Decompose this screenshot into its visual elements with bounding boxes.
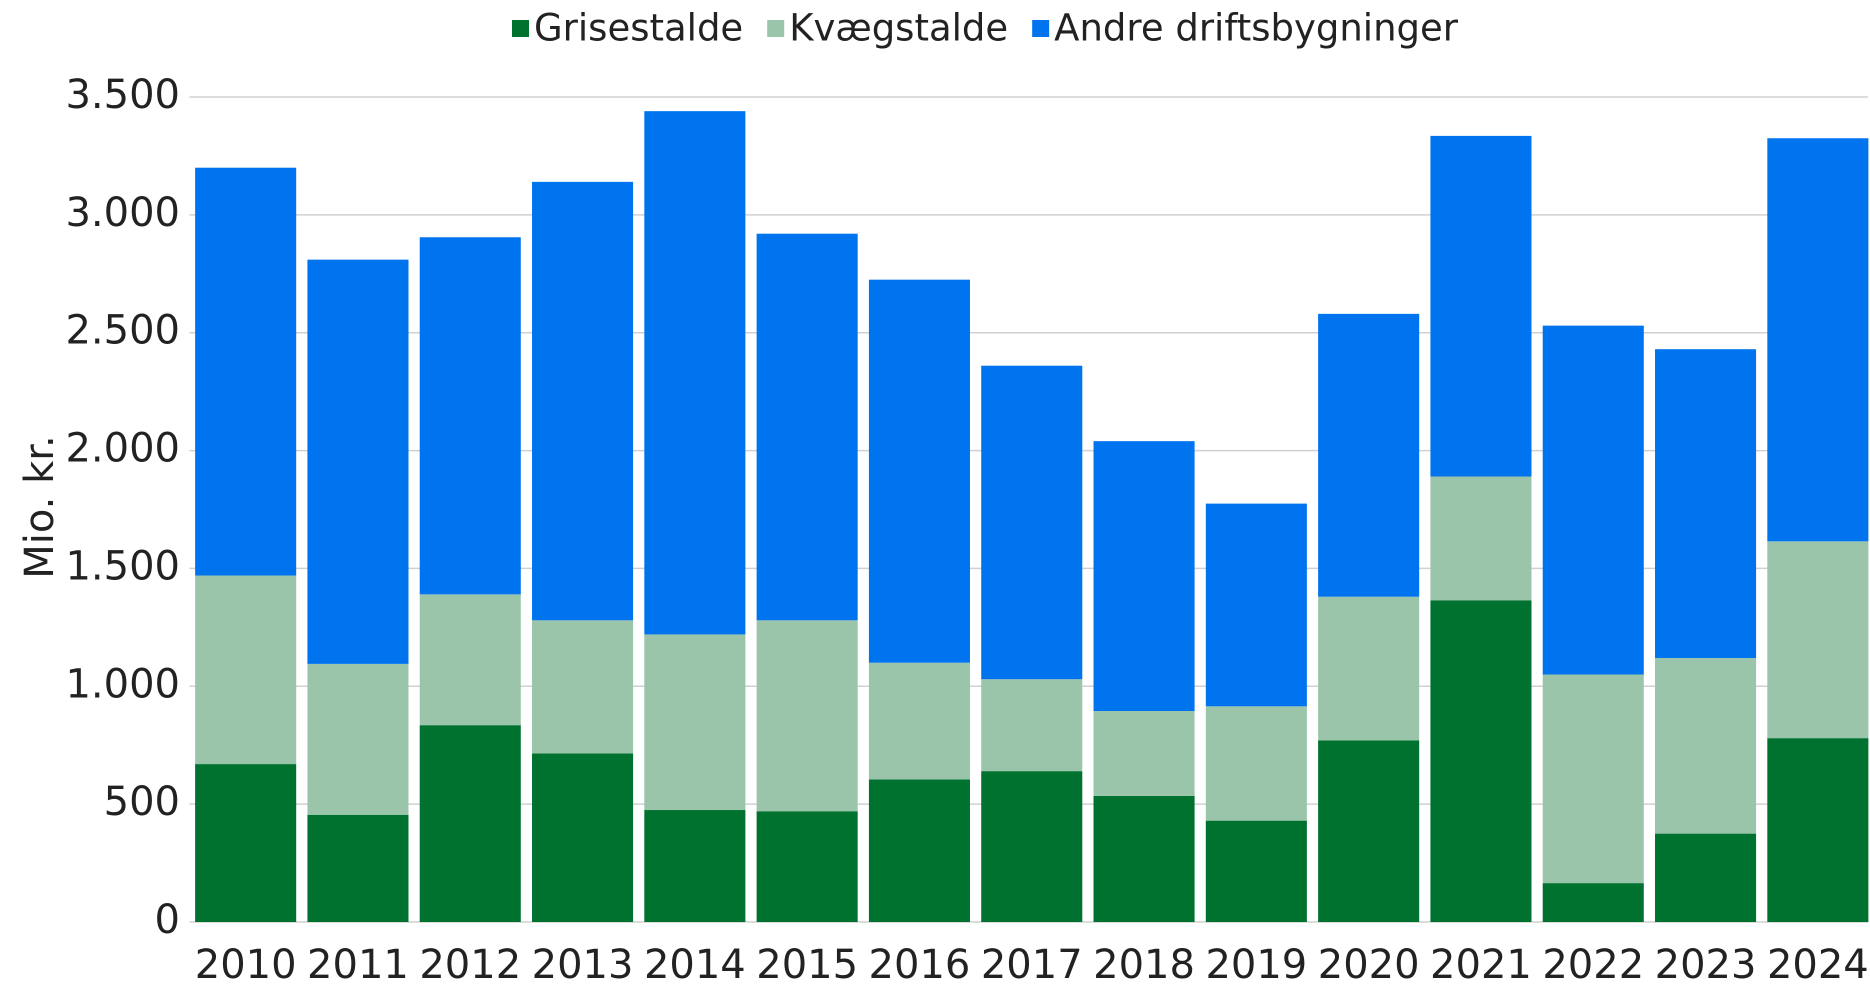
bar-segment [756, 811, 858, 922]
bar-segment [868, 662, 970, 780]
bar-segment [1093, 441, 1195, 712]
x-tick-label: 2021 [1430, 942, 1532, 986]
y-tick-label: 500 [104, 779, 180, 825]
y-tick-label: 2.000 [65, 426, 180, 472]
x-tick-label: 2019 [1205, 942, 1307, 986]
bar-segment [307, 259, 409, 664]
bar-segment [756, 620, 858, 812]
bar-segment [644, 810, 746, 922]
y-tick-label: 1.000 [65, 661, 180, 707]
y-tick-label: 1.500 [65, 543, 180, 589]
bar-segment [1767, 138, 1869, 542]
bar-segment [1093, 795, 1195, 922]
bar-segment [307, 814, 409, 922]
bar-segment [1205, 706, 1307, 821]
bar-segment [644, 634, 746, 811]
legend-swatch [512, 20, 529, 37]
bar-segment [1430, 135, 1532, 477]
x-tick-label: 2016 [869, 942, 971, 986]
bar-segment [868, 279, 970, 663]
bar-segment [1318, 313, 1420, 597]
bar-segment [1318, 596, 1420, 741]
x-tick-label: 2022 [1542, 942, 1644, 986]
bar-segment [1430, 476, 1532, 601]
x-tick-label: 2010 [195, 942, 297, 986]
x-tick-label: 2017 [981, 942, 1083, 986]
x-tick-label: 2024 [1767, 942, 1869, 986]
bar-segment [981, 771, 1083, 922]
bar-segment [195, 764, 297, 922]
bar-segment [1430, 600, 1532, 922]
bar-segment [532, 753, 634, 922]
y-tick-label: 3.500 [65, 72, 180, 118]
x-tick-label: 2015 [756, 942, 858, 986]
bar-segment [419, 725, 521, 922]
y-axis-label: Mio. kr. [17, 435, 63, 578]
y-tick-label: 2.500 [65, 308, 180, 354]
bar-segment [1767, 541, 1869, 739]
bar-segment [1767, 738, 1869, 922]
y-tick-label: 3.000 [65, 190, 180, 236]
x-tick-label: 2011 [307, 942, 409, 986]
bar-segment [532, 181, 634, 621]
legend-label: Grisestalde [534, 7, 743, 50]
legend-label: Andre driftsbygninger [1054, 7, 1459, 50]
bar-segment [868, 779, 970, 922]
x-tick-label: 2023 [1655, 942, 1757, 986]
legend-label: Kvægstalde [789, 7, 1008, 50]
bar-segment [981, 365, 1083, 680]
bar-segment [1655, 349, 1757, 658]
x-tick-label: 2013 [532, 942, 634, 986]
bar-segment [1542, 883, 1644, 922]
bar-segment [419, 594, 521, 726]
bar-segment [307, 663, 409, 815]
bar-segment [195, 167, 297, 576]
bar-segment [1655, 658, 1757, 834]
bar-segment [981, 679, 1083, 772]
bar-segment [756, 233, 858, 621]
bar-segment [1542, 674, 1644, 884]
bar-segment [1205, 820, 1307, 922]
bar-segment [1542, 325, 1644, 675]
bar-segment [1093, 711, 1195, 796]
legend-swatch [767, 20, 785, 37]
y-tick-label: 0 [155, 897, 180, 943]
bar-segment [532, 620, 634, 754]
bar-segment [644, 111, 746, 635]
x-tick-label: 2012 [419, 942, 521, 986]
bar-segment [419, 237, 521, 595]
bar-segment [1318, 740, 1420, 922]
legend-swatch [1032, 20, 1050, 37]
x-tick-label: 2020 [1318, 942, 1420, 986]
bar-segment [1205, 503, 1307, 707]
x-tick-label: 2014 [644, 942, 746, 986]
bar-segment [1655, 833, 1757, 922]
x-tick-label: 2018 [1093, 942, 1195, 986]
bar-segment [195, 575, 297, 765]
